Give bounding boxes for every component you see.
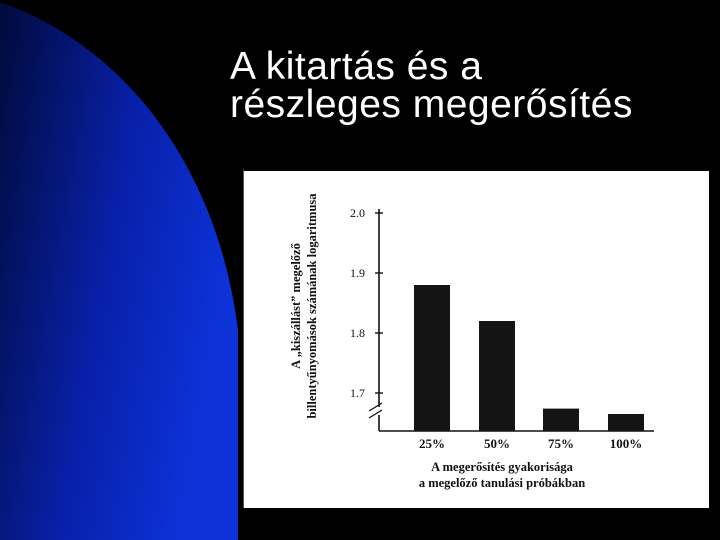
y-tick-label: 1.7 xyxy=(350,386,365,400)
y-axis-label-line-2: billentyűnyomások számának logaritmusa xyxy=(305,193,319,419)
category-label: 25% xyxy=(419,436,445,451)
category-label: 50% xyxy=(484,436,510,451)
y-tick-label: 1.9 xyxy=(350,266,365,280)
category-label: 100% xyxy=(610,436,643,451)
category-label-group: 25% 50% 75% 100% xyxy=(419,436,642,451)
category-label: 75% xyxy=(548,436,574,451)
y-axis-label-line-1: A „kiszállást” megelőző xyxy=(289,243,303,369)
bar-2 xyxy=(479,321,515,431)
x-axis-label-line-2: a megelőző tanulási próbákban xyxy=(419,476,585,490)
bar-group xyxy=(414,285,644,431)
bar-3 xyxy=(543,408,579,431)
y-tick-label: 1.8 xyxy=(350,326,365,340)
bar-4 xyxy=(608,414,644,431)
bar-1 xyxy=(414,285,450,431)
title-line-2: részleges megerősítés xyxy=(230,83,633,126)
chart-image-frame: A „kiszállást” megelőző billentyűnyomáso… xyxy=(243,168,709,508)
slide-title: A kitartás és a részleges megerősítés xyxy=(230,45,633,126)
y-tick-label: 2.0 xyxy=(350,206,365,220)
title-line-1: A kitartás és a xyxy=(230,45,483,88)
y-tick-group: 2.0 1.9 1.8 1.7 xyxy=(350,206,383,400)
axis-break-mark xyxy=(368,402,383,419)
bar-chart: A „kiszállást” megelőző billentyűnyomáso… xyxy=(289,193,654,490)
x-axis-label-line-1: A megerősítés gyakorisága xyxy=(431,460,573,474)
